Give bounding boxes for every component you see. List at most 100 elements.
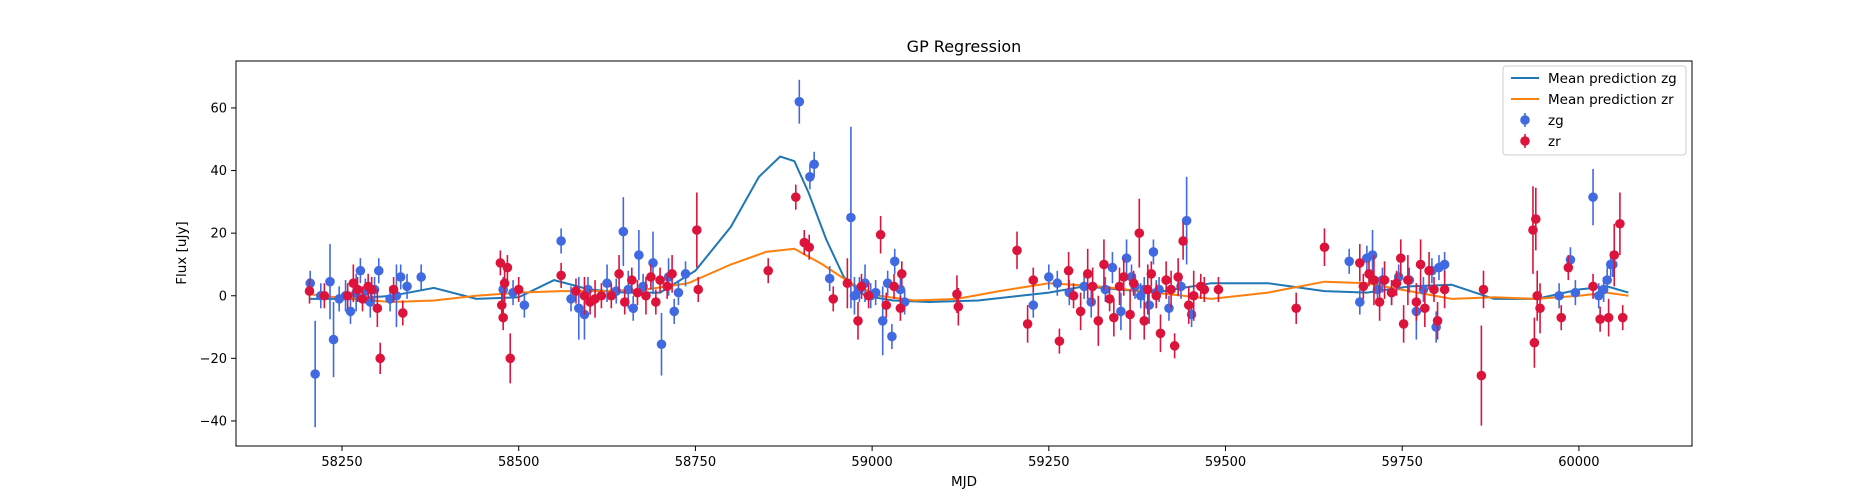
data-point xyxy=(1099,259,1109,270)
legend-box xyxy=(1502,65,1687,156)
data-point xyxy=(1432,315,1443,326)
data-point xyxy=(1139,315,1150,326)
series-line-mean-prediction-zr xyxy=(310,247,1629,304)
legend-label: Mean prediction zg xyxy=(1548,71,1677,87)
data-point xyxy=(692,225,702,235)
data-point xyxy=(1125,309,1135,320)
plot-area: 58250 58500 58750 59000 59250 59500 59750 60000… xyxy=(200,60,1693,470)
data-point xyxy=(1161,275,1171,285)
data-point xyxy=(1100,284,1111,295)
data-point xyxy=(1429,284,1439,295)
data-point xyxy=(656,339,667,350)
data-point xyxy=(763,265,774,276)
data-point xyxy=(693,284,704,295)
data-point xyxy=(606,290,617,301)
data-point xyxy=(953,301,964,312)
data-point xyxy=(669,306,680,317)
data-point xyxy=(805,172,815,182)
data-point xyxy=(1391,278,1402,289)
data-point xyxy=(1411,297,1422,307)
data-point xyxy=(655,275,665,285)
y-axis-label: Flux [uJy] xyxy=(174,221,190,284)
data-point xyxy=(1396,253,1406,263)
data-point xyxy=(498,312,508,323)
data-point xyxy=(345,306,356,317)
data-point xyxy=(505,353,516,364)
data-point xyxy=(328,334,339,345)
y-tick-label: 0 xyxy=(219,289,227,304)
legend-label: zr xyxy=(1548,134,1561,150)
y-tick-label: −20 xyxy=(200,352,227,367)
data-point xyxy=(1151,290,1162,301)
data-point xyxy=(319,290,330,301)
data-point xyxy=(365,297,376,307)
data-point xyxy=(1128,278,1139,289)
data-point xyxy=(602,278,612,289)
data-point xyxy=(1603,312,1614,323)
data-point xyxy=(875,229,886,240)
data-point xyxy=(1093,315,1104,326)
data-point xyxy=(571,286,581,296)
data-point xyxy=(1602,275,1612,285)
data-point xyxy=(566,294,576,304)
data-point xyxy=(579,290,590,301)
data-point xyxy=(853,315,863,326)
data-point xyxy=(1358,281,1369,292)
y-tick-label: −40 xyxy=(200,414,227,429)
chart-title: GP Regression xyxy=(907,37,1022,56)
data-point xyxy=(673,287,684,298)
plot-inner xyxy=(304,79,1629,428)
data-point xyxy=(1183,300,1194,310)
data-point xyxy=(1478,284,1489,295)
data-point xyxy=(375,353,385,364)
data-point xyxy=(1588,192,1598,202)
x-tick-label: 59250 xyxy=(1028,455,1069,470)
data-point xyxy=(304,286,315,296)
data-point xyxy=(325,276,335,287)
data-point xyxy=(623,284,634,295)
data-point xyxy=(651,297,661,307)
data-point xyxy=(1369,275,1379,285)
data-point xyxy=(1554,290,1564,301)
data-point xyxy=(662,281,672,292)
data-point xyxy=(1588,281,1598,292)
data-point xyxy=(614,269,624,279)
legend-entry: zr xyxy=(1520,134,1561,150)
data-point xyxy=(1563,262,1574,273)
legend-label: zg xyxy=(1548,113,1564,129)
y-tick-label: 60 xyxy=(210,101,227,116)
data-point xyxy=(556,270,566,281)
data-point xyxy=(402,281,412,292)
data-point xyxy=(1114,281,1125,292)
data-point xyxy=(1379,275,1390,285)
data-point xyxy=(667,269,677,279)
data-point xyxy=(373,265,384,276)
data-point xyxy=(1556,312,1567,323)
data-point xyxy=(342,290,353,301)
data-point xyxy=(897,269,907,279)
data-point xyxy=(1181,215,1192,226)
data-point xyxy=(355,265,366,276)
data-point xyxy=(952,289,962,299)
data-point xyxy=(1075,306,1086,317)
x-tick-label: 59750 xyxy=(1382,455,1423,470)
data-point xyxy=(863,290,874,301)
x-tick-label: 59000 xyxy=(851,455,892,470)
data-point xyxy=(846,212,856,223)
data-point xyxy=(519,300,530,310)
data-point xyxy=(1403,275,1413,285)
data-point xyxy=(1535,303,1545,314)
x-tick-label: 58250 xyxy=(321,455,362,470)
data-point xyxy=(1609,250,1620,260)
series-points-zg xyxy=(305,79,1618,428)
data-point xyxy=(395,272,406,282)
data-point xyxy=(889,281,899,292)
data-point xyxy=(1617,312,1628,323)
legend: Mean prediction zg Mean prediction zr zg zr xyxy=(1502,65,1687,156)
data-point xyxy=(1367,250,1378,260)
data-point xyxy=(352,284,363,295)
legend-entry: Mean prediction zr xyxy=(1511,92,1674,108)
data-point xyxy=(1188,290,1199,301)
data-point xyxy=(1054,336,1065,346)
